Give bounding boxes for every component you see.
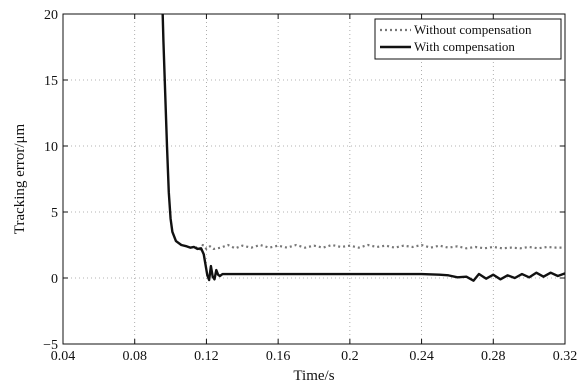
tick-layer: 0.04 0.08 0.12 0.16 0.2 0.24 0.28 0.32 −5 0 5 10 15 2… bbox=[43, 8, 577, 364]
x-tick-label: 0.28 bbox=[481, 349, 506, 364]
y-tick-label: 0 bbox=[51, 272, 58, 287]
y-tick-label: 5 bbox=[51, 206, 58, 221]
y-tick-label: −5 bbox=[43, 338, 58, 353]
legend: Without compensation With compensation bbox=[374, 18, 562, 60]
x-tick-label: 0.2 bbox=[341, 349, 359, 364]
legend-label-without-compensation: Without compensation bbox=[414, 22, 532, 37]
grid-layer bbox=[63, 14, 565, 344]
x-tick-label: 0.04 bbox=[51, 349, 76, 364]
x-tick-label: 0.24 bbox=[409, 349, 434, 364]
y-tick-label: 10 bbox=[44, 140, 58, 155]
legend-label-with-compensation: With compensation bbox=[414, 39, 515, 54]
legend-box bbox=[374, 18, 562, 60]
x-tick-label: 0.12 bbox=[194, 349, 219, 364]
y-tick-label: 15 bbox=[44, 74, 58, 89]
x-axis-label: Time/s bbox=[293, 368, 334, 383]
series-layer bbox=[161, 14, 565, 282]
x-tick-label: 0.08 bbox=[122, 349, 147, 364]
y-axis-label: Tracking error/μm bbox=[12, 123, 28, 234]
series-line-with-compensation bbox=[161, 14, 565, 282]
x-tick-label: 0.32 bbox=[553, 349, 578, 364]
x-tick-label: 0.16 bbox=[266, 349, 291, 364]
y-tick-label: 20 bbox=[44, 8, 58, 23]
plot-frame bbox=[62, 13, 566, 345]
series-line-without-compensation bbox=[194, 243, 565, 252]
